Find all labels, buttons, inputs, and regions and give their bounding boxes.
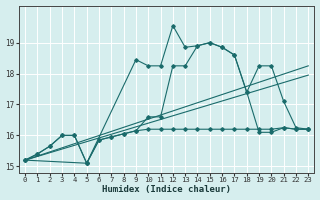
X-axis label: Humidex (Indice chaleur): Humidex (Indice chaleur) [102,185,231,194]
